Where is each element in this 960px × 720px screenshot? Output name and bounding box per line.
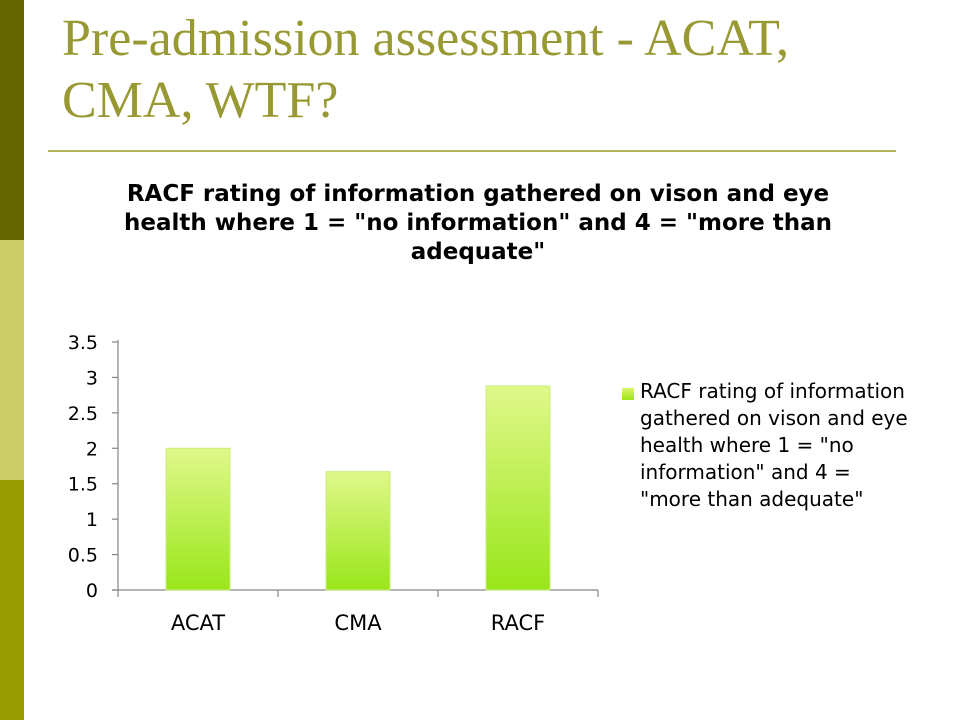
y-tick-label: 3.5 [68, 332, 98, 354]
y-tick-label: 0 [86, 580, 98, 602]
x-tick-label: ACAT [171, 611, 225, 635]
sidebar-stripe-light [0, 240, 24, 480]
legend-label: RACF rating of information gathered on v… [640, 379, 908, 511]
x-tick-label: CMA [334, 611, 382, 635]
x-axis: ACAT CMA RACF [112, 589, 599, 635]
y-tick-label: 3 [86, 367, 98, 389]
y-axis: 0 0.5 1 1.5 2 2.5 3 3.5 [68, 332, 119, 602]
y-tick-label: 1 [86, 509, 98, 531]
slide-title: Pre-admission assessment - ACAT, CMA, WT… [62, 10, 789, 129]
sidebar-stripe-dark [0, 0, 24, 240]
bar-racf [485, 385, 551, 591]
y-tick-label: 2.5 [68, 403, 98, 425]
y-tick-label: 0.5 [68, 545, 98, 567]
bar-acat [165, 447, 231, 591]
title-divider [48, 150, 896, 152]
chart-title: RACF rating of information gathered on v… [124, 181, 832, 265]
legend-swatch [622, 388, 634, 400]
sidebar-stripe-mid [0, 480, 24, 720]
bar-cma [325, 471, 391, 591]
bar-series [165, 385, 551, 591]
y-tick-label: 1.5 [68, 474, 98, 496]
chart-legend: RACF rating of information gathered on v… [622, 378, 922, 513]
x-tick-label: RACF [491, 611, 545, 635]
y-tick-label: 2 [86, 438, 98, 460]
